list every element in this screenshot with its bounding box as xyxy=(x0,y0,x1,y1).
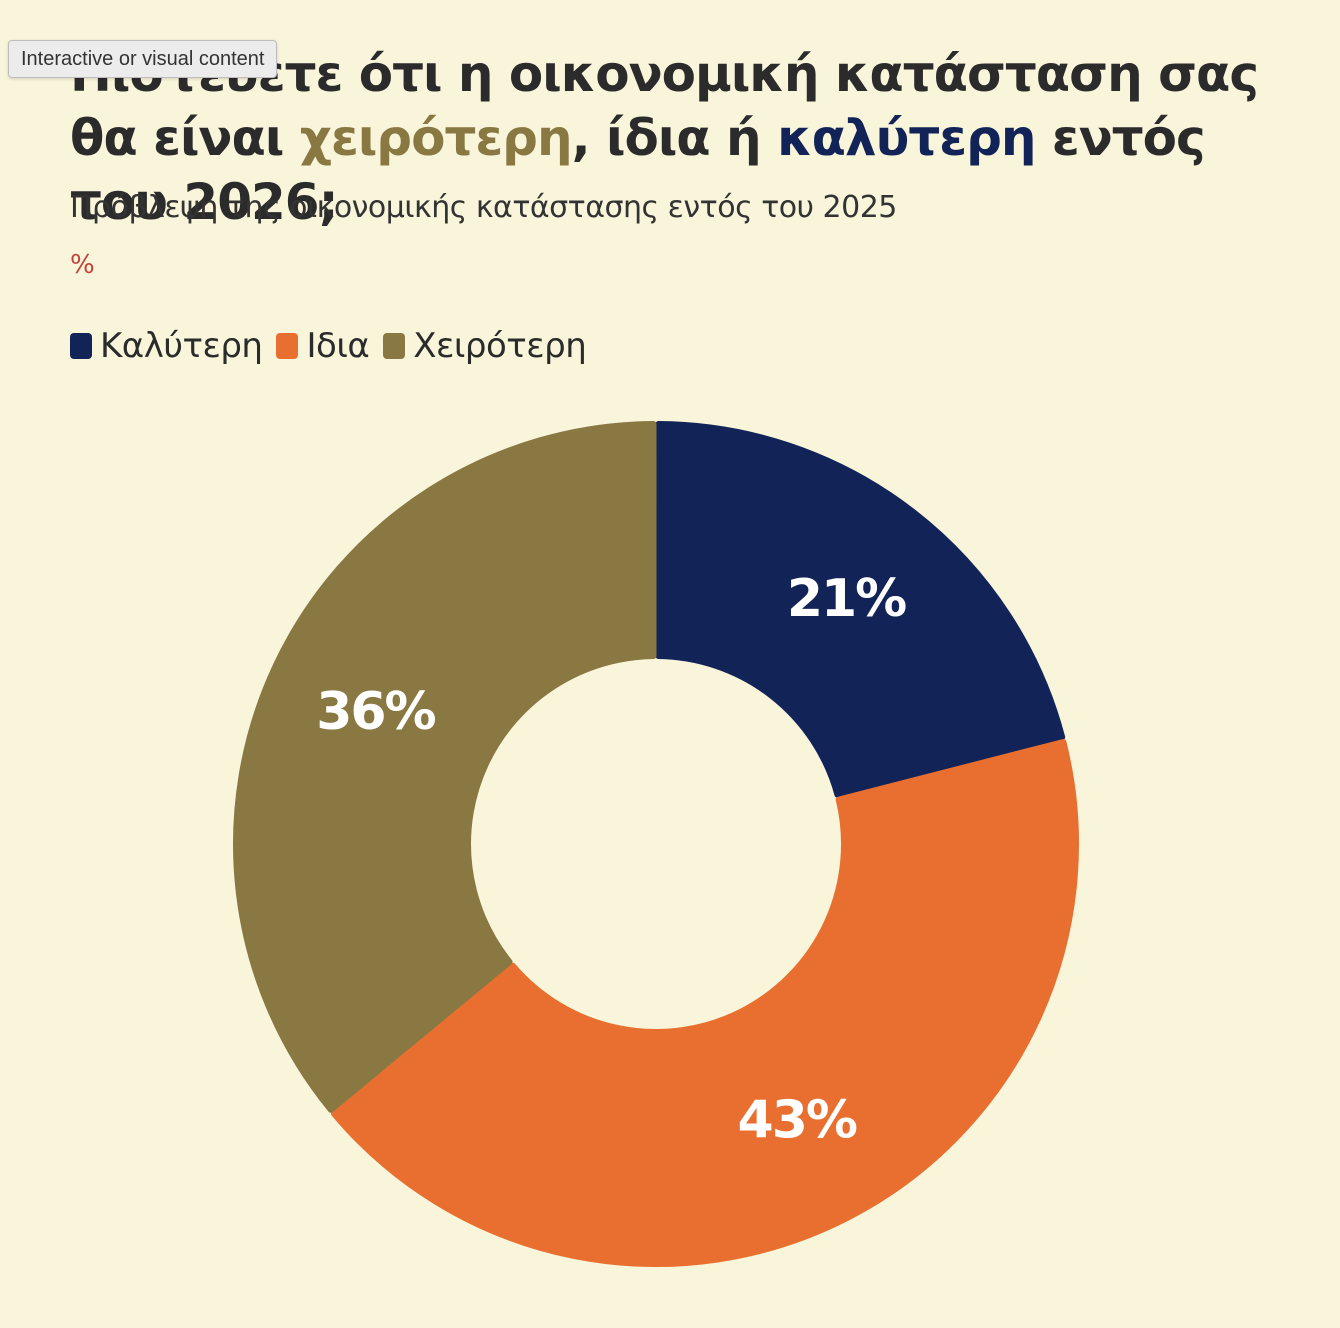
slice-worse[interactable] xyxy=(232,421,657,1113)
legend-item-worse[interactable]: Χειρότερη xyxy=(383,326,587,366)
legend-swatch-worse xyxy=(383,333,406,359)
title-part-3: εντός του 2026; xyxy=(70,109,1206,231)
legend-label-better: Καλύτερη xyxy=(100,326,263,366)
legend-item-better[interactable]: Καλύτερη xyxy=(70,326,263,366)
title-better-word: καλύτερη xyxy=(777,109,1036,167)
slice-better[interactable] xyxy=(655,421,1066,798)
slice-label-worse: 36% xyxy=(316,682,435,742)
legend-swatch-same xyxy=(276,333,299,359)
legend: Καλύτερη Ιδια Χειρότερη xyxy=(70,326,587,366)
tooltip: Interactive or visual content xyxy=(8,40,278,78)
slice-same[interactable] xyxy=(330,738,1079,1267)
slice-label-same: 43% xyxy=(738,1090,857,1150)
legend-swatch-better xyxy=(70,333,92,359)
unit-label: % xyxy=(70,250,95,280)
legend-label-same: Ιδια xyxy=(306,326,370,366)
legend-item-same[interactable]: Ιδια xyxy=(276,326,370,366)
title-worse-word: χειρότερη xyxy=(299,109,573,167)
legend-label-worse: Χειρότερη xyxy=(413,326,587,366)
slice-label-better: 21% xyxy=(787,569,906,629)
chart-title: Πιστεύετε ότι η οικονομική κατάσταση σας… xyxy=(70,42,1300,234)
chart-subtitle: Πρόβλεψη της οικονομικής κατάστασης εντό… xyxy=(70,190,897,225)
title-part-2: , ίδια ή xyxy=(571,109,778,167)
